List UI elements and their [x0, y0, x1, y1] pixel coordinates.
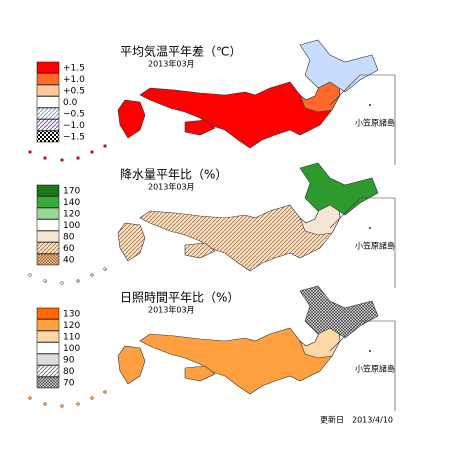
- island: [60, 281, 64, 285]
- legend-label: +1.0: [63, 75, 85, 85]
- shikoku: [184, 365, 216, 382]
- kyushu: [117, 345, 146, 385]
- island: [103, 267, 107, 271]
- legend-label: 100: [63, 221, 80, 231]
- island: [60, 404, 64, 408]
- island: [103, 390, 107, 394]
- panels: 平均気温平年差（℃）2013年03月+1.5+1.0+0.50.0−0.5−1.…: [28, 39, 396, 411]
- island: [76, 156, 80, 160]
- legend-label: 80: [63, 233, 75, 243]
- island-label: 小笠原諸島: [355, 241, 395, 251]
- legend-label: 100: [63, 344, 80, 354]
- legend-label: 40: [63, 256, 75, 266]
- panel-date: 2013年03月: [148, 59, 195, 69]
- kyushu: [117, 222, 146, 262]
- legend-swatch: [36, 242, 60, 254]
- legend-swatch: [36, 230, 60, 243]
- legend-label: −0.5: [63, 110, 85, 120]
- hokkaido: [299, 285, 379, 339]
- legend-swatch: [36, 84, 60, 97]
- legend-swatch: [36, 376, 60, 389]
- panel-date: 2013年03月: [148, 305, 195, 315]
- legend-swatch: [36, 253, 60, 266]
- island: [103, 144, 107, 148]
- legend-swatch: [36, 342, 60, 354]
- ogasawara-island: [369, 350, 371, 352]
- legend-swatch: [36, 207, 60, 220]
- legend-label: −1.5: [63, 133, 85, 143]
- panel-title: 日照時間平年比（%）: [120, 291, 239, 305]
- legend-label: +0.5: [63, 87, 85, 97]
- legend-swatch: [36, 307, 60, 320]
- island: [43, 279, 47, 283]
- panel-title: 平均気温平年差（℃）: [120, 44, 241, 59]
- island: [90, 396, 94, 400]
- island: [28, 273, 32, 277]
- legend-label: 170: [63, 187, 80, 197]
- legend-label: 130: [63, 310, 80, 320]
- legend-swatch: [36, 61, 60, 74]
- island: [60, 158, 64, 162]
- ogasawara-island: [369, 104, 371, 106]
- shikoku: [184, 242, 216, 259]
- island-label: 小笠原諸島: [355, 364, 395, 374]
- legend-label: 120: [63, 210, 80, 220]
- legend-swatch: [36, 119, 60, 131]
- island: [76, 279, 80, 283]
- legend-label: 0.0: [63, 98, 78, 108]
- legend-label: +1.5: [63, 64, 85, 74]
- island: [90, 150, 94, 154]
- inset-frame: [329, 74, 396, 165]
- panel-title: 降水量平年比（%）: [120, 168, 227, 182]
- island: [90, 273, 94, 277]
- legend-label: 90: [63, 356, 75, 366]
- legend-label: 110: [63, 333, 80, 343]
- inset-frame: [329, 197, 396, 288]
- legend-swatch: [36, 319, 60, 331]
- legend-swatch: [36, 73, 60, 85]
- legend-label: 80: [63, 367, 75, 377]
- legend-swatch: [36, 96, 60, 108]
- legend-label: 60: [63, 244, 75, 254]
- legend-swatch: [36, 130, 60, 143]
- island-label: 小笠原諸島: [355, 118, 395, 128]
- shikoku: [184, 119, 216, 136]
- legend-swatch: [36, 107, 60, 120]
- inset-frame: [329, 320, 396, 411]
- legend-swatch: [36, 219, 60, 231]
- legend-label: 70: [63, 379, 75, 389]
- updated-date: 更新日 2013/4/10: [320, 415, 393, 425]
- island: [43, 156, 47, 160]
- island: [28, 150, 32, 154]
- kyushu: [117, 99, 146, 139]
- panel-date: 2013年03月: [148, 182, 195, 192]
- legend-swatch: [36, 365, 60, 377]
- map-panel: 平均気温平年差（℃）2013年03月+1.5+1.0+0.50.0−0.5−1.…: [28, 39, 396, 165]
- legend-swatch: [36, 184, 60, 197]
- ogasawara-island: [369, 227, 371, 229]
- legend-label: 140: [63, 198, 80, 208]
- legend-swatch: [36, 330, 60, 343]
- hokkaido: [299, 162, 379, 216]
- legend-swatch: [36, 353, 60, 366]
- legend-label: −1.0: [63, 121, 85, 131]
- island: [43, 402, 47, 406]
- island: [76, 402, 80, 406]
- hokkaido: [299, 39, 379, 93]
- island: [28, 396, 32, 400]
- legend-label: 120: [63, 321, 80, 331]
- legend-swatch: [36, 196, 60, 208]
